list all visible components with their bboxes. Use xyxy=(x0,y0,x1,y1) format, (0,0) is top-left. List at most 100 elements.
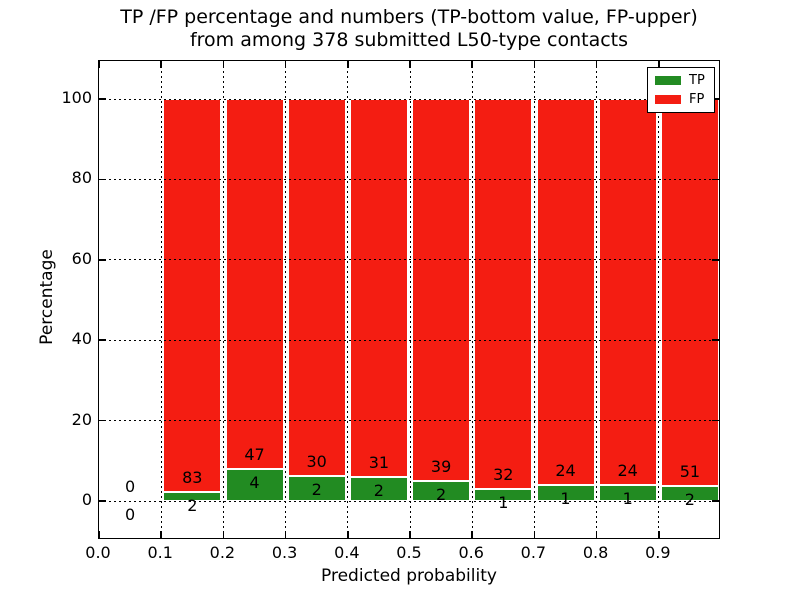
x-gridline xyxy=(285,61,287,538)
y-gridline xyxy=(99,178,719,180)
bar-segment-tp xyxy=(660,485,719,501)
x-gridline xyxy=(409,61,411,538)
x-gridline xyxy=(471,61,473,538)
x-tick-mark-bottom xyxy=(160,531,162,538)
x-gridline xyxy=(533,61,535,538)
x-tick-label: 0.5 xyxy=(396,543,422,562)
bar-segment-fp xyxy=(225,99,284,470)
x-tick-label: 0.0 xyxy=(85,543,111,562)
legend-label-tp: TP xyxy=(689,72,705,88)
y-tick-mark-left xyxy=(99,178,106,181)
x-tick-mark-bottom xyxy=(658,531,660,538)
y-tick-label: 80 xyxy=(71,168,92,188)
x-tick-mark-top xyxy=(595,61,598,68)
x-tick-label: 0.3 xyxy=(271,543,298,562)
fp-count-label: 39 xyxy=(430,457,452,477)
bar-segment-fp xyxy=(474,99,533,489)
bar-segment-fp xyxy=(163,99,222,492)
x-tick-mark-bottom xyxy=(533,531,536,538)
x-tick-mark-bottom xyxy=(347,531,349,538)
x-tick-label: 0.4 xyxy=(334,543,360,562)
x-gridline xyxy=(347,61,349,538)
x-tick-mark-top xyxy=(658,61,660,68)
tp-count-label: 2 xyxy=(311,479,322,499)
tp-count-label: 0 xyxy=(125,505,136,524)
x-tick-label: 0.6 xyxy=(458,543,484,562)
x-tick-mark-top xyxy=(471,61,473,68)
x-tick-mark-bottom xyxy=(595,531,598,538)
x-tick-mark-bottom xyxy=(409,531,411,538)
x-tick-mark-top xyxy=(98,61,100,68)
fp-count-label: 47 xyxy=(244,445,265,465)
tp-count-label: 2 xyxy=(684,489,695,509)
y-tick-mark-left xyxy=(99,339,106,341)
bar-segment-tp xyxy=(598,484,657,501)
legend: TP FP xyxy=(647,67,715,113)
fp-count-label: 32 xyxy=(493,464,514,484)
bar-segment-fp xyxy=(598,99,657,485)
y-tick-label: 40 xyxy=(71,329,92,349)
plot-area: 0 0 83 2 47 4 30 2 31 2 39 2 32 1 24 1 24 1 51 2 xyxy=(98,60,720,539)
y-tick-mark-left xyxy=(99,419,106,422)
x-tick-label: 0.8 xyxy=(582,543,609,562)
tp-count-label: 2 xyxy=(436,485,447,505)
bar-segment-fp xyxy=(287,99,346,476)
x-tick-mark-top xyxy=(160,61,162,68)
x-tick-mark-top xyxy=(284,61,287,68)
bar-segment-fp xyxy=(349,99,408,477)
x-tick-mark-top xyxy=(347,61,349,68)
bar-segment-tp xyxy=(163,491,222,501)
x-tick-mark-top xyxy=(533,61,536,68)
fp-count-label: 24 xyxy=(617,460,638,480)
x-axis-label: Predicted probability xyxy=(321,566,497,586)
x-tick-mark-bottom xyxy=(98,531,100,538)
legend-label-fp: FP xyxy=(689,91,705,107)
fp-count-label: 24 xyxy=(555,460,576,480)
y-tick-mark-right xyxy=(712,259,719,261)
legend-swatch-fp xyxy=(655,95,681,104)
tp-count-label: 2 xyxy=(373,480,384,500)
tp-count-label: 1 xyxy=(622,488,633,508)
y-tick-mark-left xyxy=(99,98,106,100)
bar-segment-fp xyxy=(536,99,595,485)
y-tick-mark-right xyxy=(712,98,719,100)
bar-segment-tp xyxy=(536,484,595,501)
x-gridline xyxy=(160,61,162,538)
legend-swatch-tp xyxy=(655,76,681,85)
x-gridline xyxy=(596,61,598,538)
legend-item: FP xyxy=(655,91,707,107)
fp-count-label: 30 xyxy=(306,451,327,471)
chart-title-line2: from among 378 submitted L50-type contac… xyxy=(189,29,629,51)
y-tick-label: 20 xyxy=(71,409,92,429)
y-tick-mark-left xyxy=(99,259,106,261)
y-tick-mark-right xyxy=(712,419,719,422)
x-gridline xyxy=(658,61,660,538)
x-tick-label: 0.7 xyxy=(520,543,547,562)
tp-count-label: 1 xyxy=(498,492,509,512)
x-gridline xyxy=(222,61,224,538)
bar-segment-tp xyxy=(412,481,471,501)
tp-count-label: 2 xyxy=(187,495,198,515)
y-gridline xyxy=(99,98,719,100)
fp-count-label: 83 xyxy=(182,467,203,487)
bar-segment-tp xyxy=(349,476,408,501)
chart-title: TP /FP percentage and numbers (TP-bottom… xyxy=(98,6,720,52)
bar-segment-tp xyxy=(287,475,346,501)
y-tick-mark-right xyxy=(712,339,719,341)
bar-segment-fp xyxy=(412,99,471,482)
bar-segment-tp xyxy=(225,469,284,501)
y-tick-mark-right xyxy=(712,178,719,181)
y-tick-label: 0 xyxy=(81,490,92,509)
y-tick-mark-right xyxy=(712,500,719,502)
x-tick-mark-bottom xyxy=(222,531,225,538)
y-tick-mark-left xyxy=(99,500,106,502)
x-tick-mark-bottom xyxy=(284,531,287,538)
fp-count-label: 0 xyxy=(125,477,136,496)
chart-title-line1: TP /FP percentage and numbers (TP-bottom… xyxy=(120,6,698,28)
bar-segment-tp xyxy=(474,488,533,501)
y-tick-label: 100 xyxy=(61,88,92,107)
y-gridline xyxy=(99,420,719,422)
bar-segment-fp xyxy=(660,99,719,486)
y-gridline xyxy=(99,259,719,261)
